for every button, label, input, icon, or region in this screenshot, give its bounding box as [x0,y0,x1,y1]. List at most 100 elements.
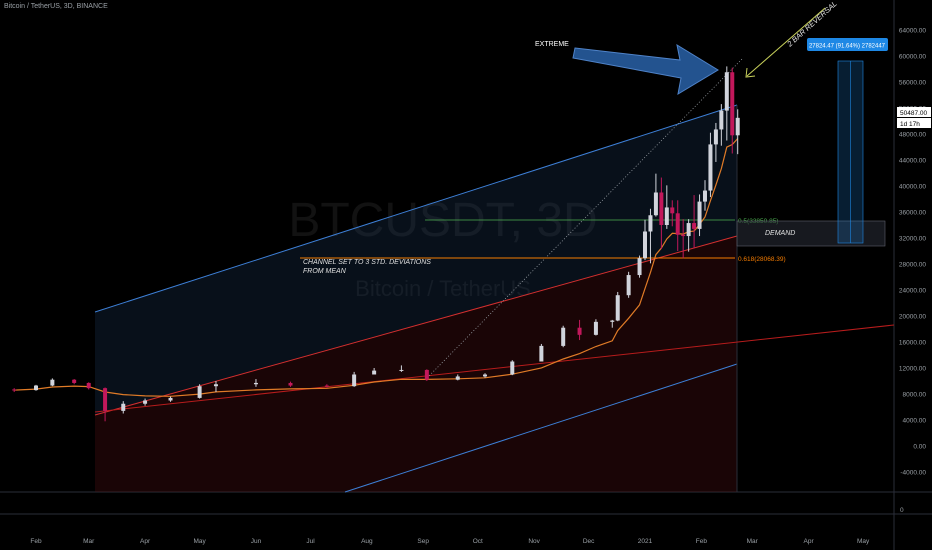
candle-body [352,374,357,387]
channel-mean-line[interactable] [94,235,738,416]
chart-title: Bitcoin / TetherUS, 3D, BINANCE [4,3,108,10]
candle-body [455,376,460,380]
demand-label: DEMAND [765,230,795,237]
countdown-box [897,118,931,128]
time-tick-label: Jun [251,538,262,545]
time-tick-label: 2021 [638,538,653,545]
candle-body [324,385,329,387]
candle-body [681,234,686,237]
price-tick-label: 8000.00 [903,392,927,399]
candle-body [692,223,697,229]
time-tick-label: Apr [804,538,815,545]
candle-body [653,192,658,216]
time-tick-label: Jul [306,538,315,545]
price-tick-label: 28000.00 [899,262,926,269]
candle-body [510,361,515,375]
candle-body [483,374,488,377]
measure-label-box [807,38,888,51]
price-tick-label: 60000.00 [899,54,926,61]
price-tick-label: 24000.00 [899,288,926,295]
candle-body [168,397,173,401]
candle-body [424,369,429,380]
extreme-arrow[interactable] [572,43,719,96]
candle-body [615,295,620,321]
price-tick-label: 12000.00 [899,366,926,373]
fib-0.618-label: 0.618(28068.39) [738,256,786,263]
candle-body [213,384,218,387]
time-tick-label: Apr [140,538,151,545]
candle-body [702,190,707,202]
price-tick-label: -4000.00 [900,470,926,477]
measure-label: 27824.47 (91.64%) 2782447 [809,44,886,50]
time-tick-label: May [193,538,206,545]
candle-body [372,370,377,375]
last-price-box [897,107,931,117]
price-tick-label: 48000.00 [899,132,926,139]
price-tick-label: 40000.00 [899,184,926,191]
candle-body [121,403,126,411]
candle-body [561,327,566,346]
time-tick-label: Nov [528,538,540,545]
time-axis-ticks: Feb Mar Apr May Jun Jul Aug Sep Oct Nov Dec 2021 Feb… [30,538,870,545]
reversal-arrow-head [745,67,756,78]
candle-body [86,382,91,389]
candle-body [626,275,631,296]
price-axis-ticks: 64000.0060000.0056000.0052000.0048000.00… [899,28,927,477]
time-tick-label: Oct [473,538,483,545]
dotted-trend-line[interactable] [424,57,744,381]
candle-body [670,207,675,214]
reversal-arrow-line[interactable] [746,7,826,77]
time-tick-label: Feb [30,538,42,545]
channel-lower-fill [95,236,737,492]
candle-body [664,207,669,225]
candle-body [659,192,664,225]
candle-body [288,382,293,386]
candle-body [724,72,729,111]
price-tick-label: 20000.00 [899,314,926,321]
price-tick-label: 44000.00 [899,158,926,165]
candle-body [719,110,724,130]
candle-body [50,379,55,386]
price-tick-label: 32000.00 [899,236,926,243]
channel-note-line1: CHANNEL SET TO 3 STD. DEVIATIONS [303,259,431,266]
time-tick-label: Sep [417,538,429,545]
channel-note-line2: FROM MEAN [303,268,347,275]
price-tick-label: 16000.00 [899,340,926,347]
candle-body [12,389,17,391]
time-tick-label: Aug [361,538,373,545]
candle-body [643,231,647,259]
extreme-label: EXTREME [535,41,569,48]
price-tick-label: 0.00 [913,444,926,451]
watermark-symbol: BTCUSDT, 3D [288,194,597,247]
last-price-tag: 50487.00 [900,110,927,117]
candles-group [12,66,740,422]
candle-body [735,117,740,136]
candle-body [610,320,615,322]
time-tick-label: Feb [696,538,708,545]
time-tick-label: Mar [83,538,95,545]
candle-body [686,223,691,237]
candle-body [713,129,718,145]
candle-body [143,400,148,404]
countdown-tag: 1d 17h [900,121,920,128]
channel-upper-line[interactable] [94,104,738,313]
red-trend-line[interactable] [94,324,895,413]
candle-body [730,72,735,136]
candle-body [72,379,77,383]
candle-body [708,144,713,191]
price-tick-label: 4000.00 [903,418,927,425]
price-tick-label: 56000.00 [899,80,926,87]
candle-body [697,201,702,229]
time-tick-label: May [857,538,870,545]
candle-body [197,386,202,398]
watermark-name: Bitcoin / TetherUS [355,276,531,301]
candle-body [593,321,598,335]
channel-lower-line[interactable] [344,363,738,493]
candle-body [637,258,642,276]
demand-zone[interactable] [736,220,886,247]
lower-pane-tick: 0 [900,507,904,514]
candle-body [539,345,544,362]
